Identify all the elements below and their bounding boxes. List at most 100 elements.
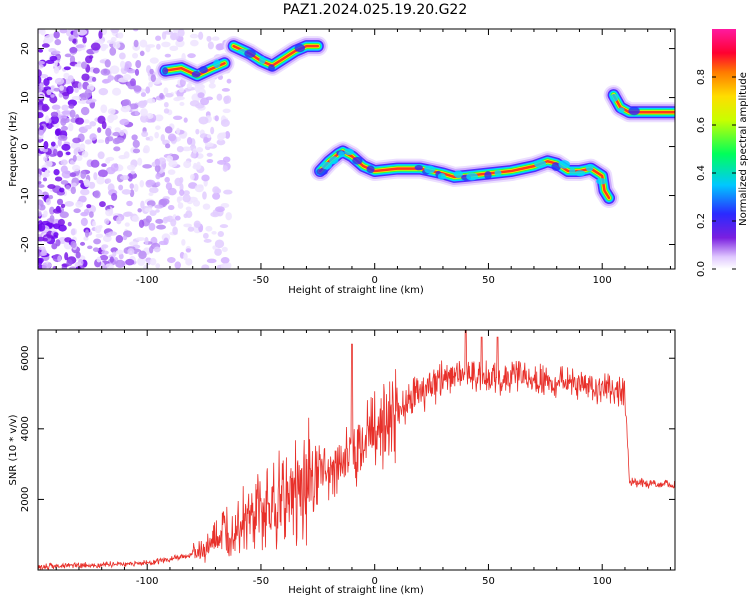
trace-blob bbox=[558, 160, 571, 169]
noise-blob bbox=[54, 176, 63, 182]
noise-blob bbox=[51, 104, 61, 110]
noise-blob bbox=[105, 127, 112, 137]
noise-blob bbox=[115, 234, 124, 243]
noise-blob bbox=[149, 57, 159, 64]
noise-blob bbox=[186, 136, 193, 145]
noise-blob bbox=[42, 177, 48, 182]
noise-blob bbox=[38, 249, 41, 258]
noise-blob bbox=[86, 204, 92, 209]
noise-blob bbox=[133, 29, 139, 32]
noise-blob bbox=[174, 261, 182, 269]
noise-blob bbox=[141, 131, 149, 138]
noise-blob bbox=[70, 228, 76, 236]
noise-blob bbox=[134, 68, 140, 76]
noise-blob bbox=[71, 95, 82, 101]
noise-blob bbox=[77, 29, 88, 36]
noise-blob bbox=[208, 83, 216, 89]
noise-blob bbox=[132, 139, 140, 148]
noise-blob bbox=[80, 217, 88, 227]
noise-blob bbox=[97, 127, 102, 133]
noise-blob bbox=[183, 117, 188, 123]
noise-blob bbox=[89, 121, 97, 127]
trace-blob bbox=[534, 159, 547, 168]
noise-blob bbox=[135, 59, 142, 69]
noise-blob bbox=[54, 128, 61, 137]
noise-blob bbox=[119, 52, 126, 60]
noise-blob bbox=[187, 226, 195, 232]
noise-blob bbox=[182, 194, 191, 203]
noise-blob bbox=[186, 82, 192, 90]
noise-blob bbox=[163, 216, 171, 222]
noise-blob bbox=[142, 147, 148, 154]
noise-blob bbox=[117, 32, 124, 39]
noise-blob bbox=[61, 110, 72, 115]
noise-blob bbox=[44, 169, 49, 178]
x-tick-label: 100 bbox=[593, 275, 612, 286]
noise-blob bbox=[38, 223, 46, 232]
noise-blob bbox=[177, 196, 184, 201]
snr-frame bbox=[37, 329, 676, 571]
noise-blob bbox=[185, 206, 192, 211]
noise-blob bbox=[55, 239, 61, 247]
noise-blob bbox=[107, 108, 116, 115]
noise-blob bbox=[41, 103, 49, 112]
y-tick-label: -20 bbox=[20, 236, 31, 252]
noise-blob bbox=[215, 43, 224, 51]
noise-blob bbox=[82, 36, 87, 44]
noise-blob bbox=[100, 68, 111, 76]
noise-blob bbox=[155, 218, 164, 224]
noise-blob bbox=[224, 131, 231, 139]
noise-blob bbox=[130, 170, 136, 175]
trace-blob bbox=[268, 64, 275, 72]
noise-blob bbox=[217, 159, 227, 165]
x-tick-label: 0 bbox=[372, 576, 378, 587]
noise-blob bbox=[221, 88, 230, 92]
trace-blob bbox=[595, 178, 607, 185]
trace-blob bbox=[466, 172, 478, 181]
noise-blob bbox=[172, 226, 178, 235]
noise-blob bbox=[106, 39, 116, 44]
noise-blob bbox=[201, 174, 210, 182]
noise-blob bbox=[189, 33, 199, 39]
noise-blob bbox=[220, 119, 230, 127]
noise-blob bbox=[67, 75, 74, 83]
noise-blob bbox=[53, 232, 59, 237]
noise-blob bbox=[69, 46, 78, 53]
noise-blob bbox=[187, 53, 196, 59]
noise-blob bbox=[220, 256, 230, 264]
trace-blob bbox=[628, 106, 640, 116]
noise-blob bbox=[144, 236, 149, 246]
noise-blob bbox=[170, 218, 177, 227]
noise-blob bbox=[196, 146, 204, 153]
noise-blob bbox=[146, 44, 156, 48]
noise-blob bbox=[84, 88, 93, 98]
trace-blob bbox=[484, 171, 492, 180]
noise-blob bbox=[87, 98, 97, 103]
noise-blob bbox=[159, 92, 164, 100]
noise-blob bbox=[81, 73, 90, 81]
noise-blob bbox=[53, 87, 61, 92]
noise-blob bbox=[46, 89, 52, 96]
spectrogram-xlabel: Height of straight line (km) bbox=[288, 285, 424, 296]
noise-blob bbox=[64, 252, 69, 261]
colorbar-tick-label: 0.2 bbox=[696, 213, 707, 229]
noise-blob bbox=[100, 44, 107, 52]
noise-blob bbox=[90, 42, 101, 51]
noise-blob bbox=[88, 55, 94, 59]
noise-blob bbox=[60, 117, 67, 126]
noise-blob bbox=[201, 264, 210, 269]
noise-blob bbox=[38, 210, 42, 217]
noise-blob bbox=[97, 139, 105, 144]
noise-blob bbox=[80, 188, 90, 196]
noise-blob bbox=[146, 200, 156, 207]
noise-blob bbox=[72, 154, 77, 162]
noise-blob bbox=[132, 148, 141, 154]
snr-axes: -100 -50 0 50 100 2000 4000 6000 bbox=[20, 330, 675, 587]
noise-blob bbox=[57, 218, 65, 226]
noise-blob bbox=[104, 263, 114, 269]
noise-blob bbox=[207, 41, 214, 50]
noise-blob bbox=[123, 211, 131, 217]
noise-blob bbox=[53, 208, 62, 214]
noise-blob bbox=[188, 196, 198, 203]
